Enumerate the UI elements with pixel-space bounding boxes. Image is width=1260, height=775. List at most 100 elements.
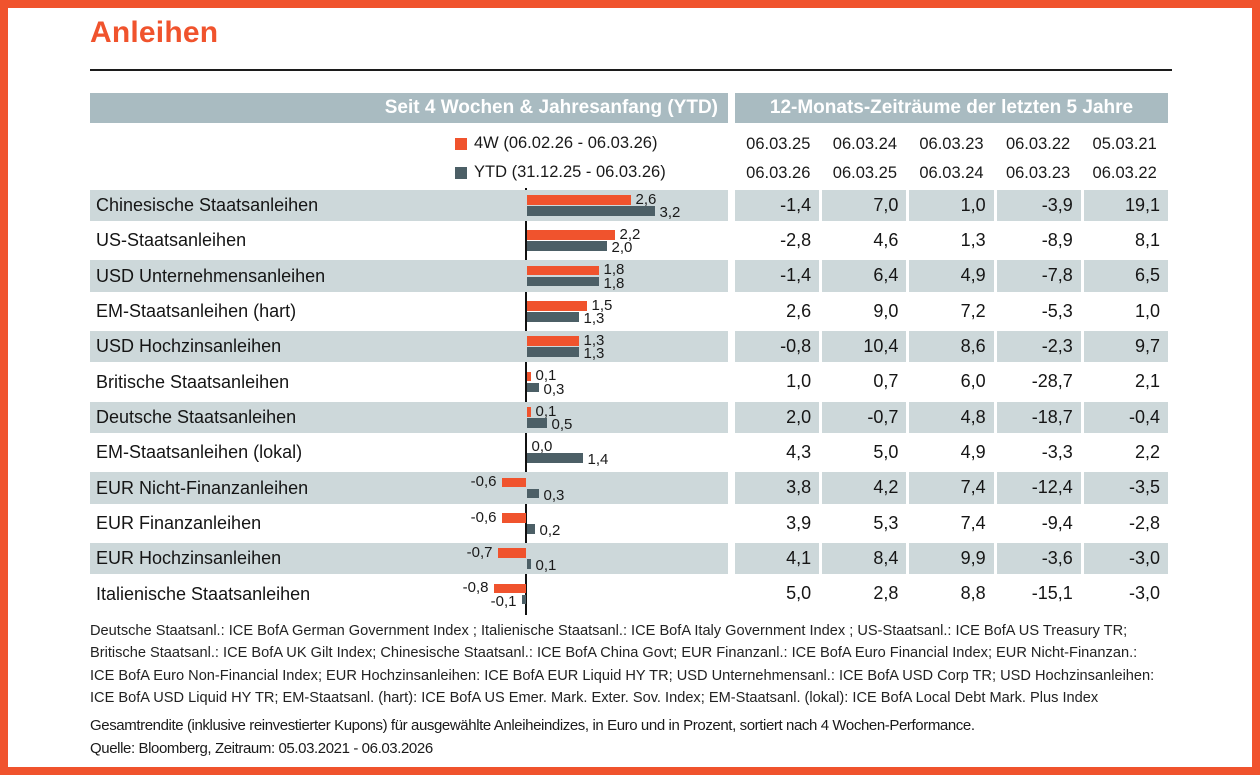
row-stripe-left: [90, 260, 728, 292]
bar-value-4w: 2,2: [619, 225, 641, 243]
bar-ytd: [526, 524, 535, 534]
table-row: US-Staatsanleihen 2,2 2,0 -2,8 4,6 1,3 -8,9 8,1: [90, 223, 1168, 258]
page-title: Anleihen: [90, 16, 219, 49]
left-section-header: Seit 4 Wochen & Jahresanfang (YTD): [90, 93, 728, 123]
bar-ytd: [526, 382, 539, 393]
bar-value-4w: -0,6: [470, 508, 497, 526]
period-date: 06.03.25: [746, 135, 811, 153]
bar-value-ytd: 0,2: [539, 522, 561, 540]
table-row: Chinesische Staatsanleihen 2,6 3,2 -1,4 7,0 1…: [90, 188, 1169, 223]
bar-ytd: [526, 488, 539, 499]
period-values: -0,8 10,4 8,6 -2,3 9,7: [735, 330, 1169, 363]
row-label: Chinesische Staatsanleihen: [96, 195, 319, 215]
bar-value-4w: 1,8: [603, 261, 625, 279]
period-values: 2,6 9,0 7,2 -5,3 1,0: [735, 296, 1168, 328]
period-values: 5,0 2,8 8,8 -15,1 -3,0: [735, 578, 1168, 610]
period-value-cell: 19,1: [1083, 189, 1169, 222]
bar-ytd: [526, 559, 531, 569]
period-value-cell: 7,4: [960, 512, 986, 533]
bar-4w: [497, 548, 526, 558]
period-value-cell: 9,9: [909, 542, 994, 575]
period-value-cell: 7,2: [960, 300, 986, 321]
bar-ytd: [526, 453, 583, 463]
bar-4w: [526, 371, 531, 382]
bar-value-ytd: 1,3: [583, 345, 605, 363]
period-value-cell: -2,8: [1128, 512, 1161, 533]
bar-value-ytd: 1,3: [583, 310, 605, 328]
period-value-cell: -7,8: [996, 260, 1081, 292]
zero-axis-line: [524, 188, 527, 615]
period-date: 06.03.22: [1005, 135, 1071, 153]
period-values: 3,9 5,3 7,4 -9,4 -2,8: [735, 508, 1168, 540]
period-value-cell: -3,3: [1041, 441, 1073, 462]
period-values: 2,0 -0,7 4,8 -18,7 -0,4: [735, 401, 1169, 434]
source-note: Quelle: Bloomberg, Zeitraum: 05.03.2021 …: [90, 740, 433, 757]
bar-value-4w: -0,6: [470, 473, 497, 491]
row-label: USD Unternehmensanleihen: [96, 265, 326, 286]
period-value-cell: 4,2: [822, 472, 907, 504]
bar-value-ytd: -0,1: [490, 592, 517, 610]
bar-value-ytd: 0,3: [543, 380, 565, 398]
period-value-cell: 5,0: [786, 583, 812, 604]
bar-value-4w: 0,1: [535, 367, 557, 385]
row-stripe-left: [90, 472, 728, 504]
period-value-cell: 2,1: [1134, 371, 1161, 392]
period-date: 06.03.26: [746, 164, 811, 182]
period-value-cell: 4,1: [735, 542, 820, 575]
table-row: EUR Nicht-Finanzanleihen -0,6 0,3 3,8 4,2 7,4…: [90, 471, 1169, 506]
period-value-cell: 9,0: [873, 300, 899, 321]
row-label: Italienische Staatsanleihen: [96, 583, 311, 604]
bar-4w: [526, 195, 631, 205]
right-section-header: 12-Monats-Zeiträume der letzten 5 Jahre: [735, 93, 1168, 123]
row-label: EUR Hochzinsanleihen: [96, 548, 282, 569]
row-stripe-left: [90, 542, 728, 575]
bar-value-4w: 0,1: [535, 402, 557, 420]
period-value-cell: 5,3: [873, 512, 899, 533]
period-value-cell: 8,6: [909, 330, 994, 363]
row-stripe-left: [90, 330, 728, 363]
period-value-cell: 7,4: [909, 472, 994, 504]
bar-value-ytd: 0,3: [543, 486, 565, 504]
period-value-cell: -3,9: [996, 189, 1081, 222]
period-value-cell: -12,4: [996, 472, 1081, 504]
period-value-cell: -3,0: [1083, 542, 1169, 575]
period-value-cell: 4,8: [909, 401, 994, 434]
table-row: USD Hochzinsanleihen 1,3 1,3 -0,8 10,4 8,6 -2,…: [90, 329, 1169, 364]
legend-item-4w: 4W (06.02.26 - 06.03.26): [455, 129, 728, 158]
bar-value-ytd: 3,2: [659, 204, 681, 221]
period-value-cell: -0,4: [1083, 401, 1169, 434]
period-values: 1,0 0,7 6,0 -28,7 2,1: [735, 366, 1168, 398]
period-date: 06.03.23: [919, 135, 984, 153]
bar-value-4w: 1,5: [591, 296, 613, 314]
period-value-cell: 2,2: [1134, 441, 1161, 462]
period-value-cell: -1,4: [735, 189, 820, 222]
bar-value-4w: 0,0: [531, 437, 553, 455]
row-label: EM-Staatsanleihen (lokal): [96, 442, 303, 463]
bar-value-4w: -0,8: [462, 579, 489, 597]
period-value-cell: 1,0: [909, 189, 994, 222]
row-label: USD Hochzinsanleihen: [96, 336, 282, 357]
period-values: 4,3 5,0 4,9 -3,3 2,2: [735, 437, 1168, 469]
legend: 4W (06.02.26 - 06.03.26) YTD (31.12.25 -…: [455, 129, 728, 187]
period-end-dates-row: 06.03.25 06.03.24 06.03.23 06.03.22 05.03.21: [735, 131, 1168, 157]
period-date: 06.03.23: [1005, 164, 1071, 182]
period-values: -1,4 7,0 1,0 -3,9 19,1: [735, 189, 1169, 222]
period-value-cell: -1,4: [735, 260, 820, 292]
footnote-line: Deutsche Staatsanl.: ICE BofA German Gov…: [90, 623, 1128, 639]
bar-4w: [501, 477, 526, 488]
row-label: EUR Finanzanleihen: [96, 513, 262, 534]
index-footnotes: Deutsche Staatsanl.: ICE BofA German Gov…: [90, 620, 1180, 710]
period-value-cell: 8,4: [822, 542, 907, 575]
table-row: USD Unternehmensanleihen 1,8 1,8 -1,4 6,4 4,9…: [90, 259, 1169, 294]
row-label: EUR Nicht-Finanzanleihen: [96, 477, 309, 498]
period-value-cell: 2,6: [786, 300, 812, 321]
period-value-cell: 4,9: [909, 260, 994, 292]
bar-value-ytd: 0,5: [551, 416, 573, 434]
period-value-cell: 6,5: [1083, 260, 1169, 292]
period-value-cell: 1,3: [960, 229, 986, 250]
period-value-cell: -9,4: [1041, 512, 1073, 533]
period-value-cell: 2,8: [873, 583, 899, 604]
bar-4w: [526, 230, 615, 240]
table-row: EM-Staatsanleihen (lokal) 0,0 1,4 4,3 5,0 4,9…: [90, 435, 1168, 470]
period-value-cell: -2,3: [996, 330, 1081, 363]
